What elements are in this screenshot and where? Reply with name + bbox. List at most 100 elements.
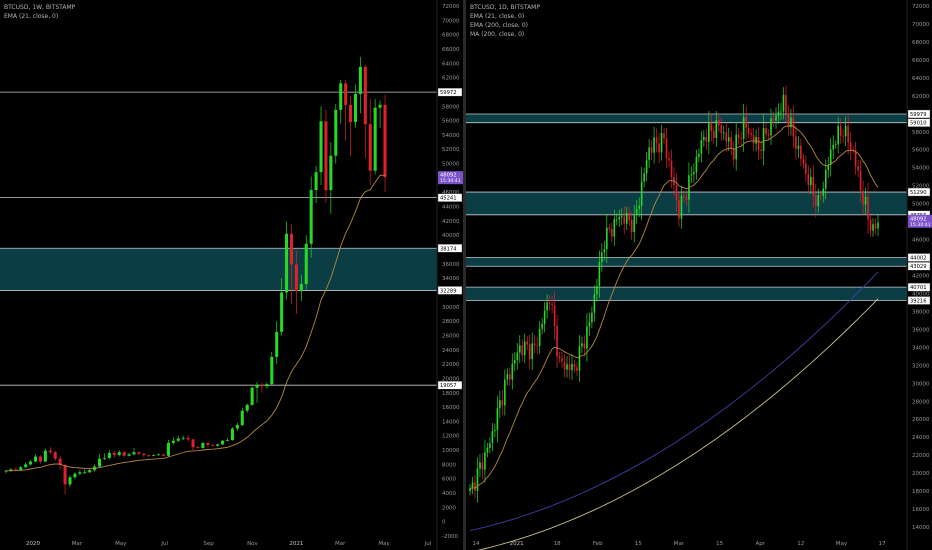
candle-body xyxy=(613,219,616,237)
candle-body xyxy=(630,220,633,233)
daily-chart-pane[interactable]: BTCUSD, 1D, BITSTAMP EMA (21, close, 0) … xyxy=(466,0,932,550)
candle-body xyxy=(280,292,284,332)
candle-body xyxy=(710,123,713,132)
candle-body xyxy=(19,467,23,471)
price-tick-label: 36000 xyxy=(442,262,460,268)
candle-body xyxy=(14,469,18,471)
candle-body xyxy=(513,360,516,364)
time-tick-label: Apr xyxy=(755,541,765,547)
candle-body xyxy=(668,158,670,161)
price-tick-label: 0 xyxy=(442,520,446,526)
candle-body xyxy=(770,118,772,136)
price-tick-label: 16000 xyxy=(912,507,930,513)
candle-body xyxy=(683,195,685,198)
candle-body xyxy=(620,216,623,218)
price-tick-label: 70000 xyxy=(912,22,930,28)
time-tick-label: 14 xyxy=(473,541,480,547)
level-price-label: 19057 xyxy=(440,383,457,389)
candle-body xyxy=(717,119,720,126)
candle-body xyxy=(285,233,289,293)
price-tick-label: 50000 xyxy=(442,162,460,168)
price-tick-label: 24000 xyxy=(442,348,460,354)
candle-body xyxy=(344,83,348,105)
candle-body xyxy=(558,356,561,359)
price-tick-label: 64000 xyxy=(442,61,460,67)
price-tick-label: 20000 xyxy=(442,376,460,382)
candle-body xyxy=(663,133,665,139)
candle-body xyxy=(161,454,166,456)
candle-body xyxy=(171,440,175,443)
candle-body xyxy=(289,233,294,265)
candle-body xyxy=(4,470,8,472)
candle-body xyxy=(819,194,822,196)
time-tick-label: Jul xyxy=(160,541,168,547)
candle-body xyxy=(484,452,486,470)
daily-symbol-title: BTCUSD, 1D, BITSTAMP xyxy=(470,4,540,11)
weekly-candlestick-chart[interactable]: 7200070000680006600064000620006000058000… xyxy=(0,0,463,550)
candle-body xyxy=(867,196,869,220)
candle-body xyxy=(859,170,862,191)
candle-body xyxy=(653,137,655,153)
price-tick-label: 34000 xyxy=(912,345,930,351)
candle-body xyxy=(685,197,688,200)
candle-body xyxy=(596,285,598,295)
candle-body xyxy=(576,367,578,371)
bar-countdown-label: 15:30:41 xyxy=(910,222,931,228)
candle-body xyxy=(805,163,807,175)
candle-body xyxy=(775,115,777,121)
candle-body xyxy=(675,185,678,200)
candle-body xyxy=(358,66,362,95)
level-price-label-box xyxy=(907,109,931,119)
candle-body xyxy=(516,352,519,361)
candle-body xyxy=(553,305,556,326)
price-tick-label: 6000 xyxy=(442,477,456,483)
level-price-label-box xyxy=(437,380,463,390)
price-tick-label: 66000 xyxy=(912,58,930,64)
candle-body xyxy=(800,145,802,160)
daily-ema200-legend: EMA (200, close, 0) xyxy=(470,22,529,29)
candle-body xyxy=(690,174,693,176)
candle-body xyxy=(127,454,131,456)
time-tick-label: Feb xyxy=(593,541,603,547)
price-tick-label: 40000 xyxy=(912,291,930,297)
candle-body xyxy=(533,343,536,346)
candle-body xyxy=(334,109,338,156)
candle-body xyxy=(698,153,700,158)
candle-body xyxy=(536,345,538,347)
weekly-chart-pane[interactable]: BTCUSD, 1W, BITSTAMP EMA (21, close, 0) … xyxy=(0,0,463,550)
candle-body xyxy=(132,452,136,455)
candle-body xyxy=(63,465,67,485)
level-price-label-box xyxy=(907,187,931,197)
candle-body xyxy=(869,219,872,231)
daily-candlestick-chart[interactable]: 7200070000680006600064000620006000058000… xyxy=(466,0,932,550)
candle-body xyxy=(720,125,723,134)
candle-body xyxy=(551,303,553,306)
support-resistance-zone xyxy=(0,248,437,291)
time-tick-label: Nov xyxy=(247,541,258,547)
time-tick-label: 17 xyxy=(879,541,886,547)
candle-body xyxy=(732,148,735,160)
candle-body xyxy=(43,450,47,462)
candle-body xyxy=(489,443,491,448)
price-tick-label: 14000 xyxy=(442,419,460,425)
candle-body xyxy=(777,111,780,116)
candle-body xyxy=(255,384,259,388)
price-tick-label: 58000 xyxy=(912,130,930,136)
candle-body xyxy=(363,66,367,125)
level-price-label-box xyxy=(907,118,931,127)
candle-body xyxy=(329,155,333,191)
pane-divider[interactable] xyxy=(463,0,466,550)
candle-body xyxy=(494,429,496,432)
candle-body xyxy=(834,144,837,146)
price-tick-label: 58000 xyxy=(442,104,460,110)
candle-body xyxy=(785,94,787,114)
candle-body xyxy=(658,143,660,153)
price-tick-label: 54000 xyxy=(442,133,460,139)
candle-body xyxy=(583,343,586,349)
candle-body xyxy=(797,145,800,149)
candle-body xyxy=(747,127,750,134)
candle-body xyxy=(832,144,835,150)
candle-body xyxy=(648,147,650,160)
candle-body xyxy=(479,462,481,469)
candle-body xyxy=(810,177,812,186)
